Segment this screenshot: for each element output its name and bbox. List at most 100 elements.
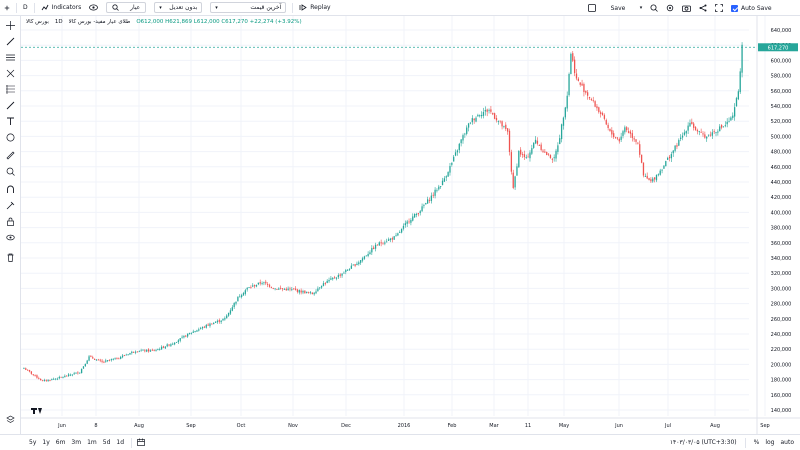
range-button-1m[interactable]: 1m (87, 439, 97, 446)
adjust-select[interactable]: ▾ بدون تعدیل (154, 2, 203, 13)
pitchfork-tool[interactable] (4, 68, 17, 79)
candle-body (200, 328, 202, 330)
candle-body (294, 288, 297, 290)
pencil-lock-icon (6, 201, 15, 210)
range-button-5y[interactable]: 5y (29, 439, 37, 446)
camera-icon (682, 5, 691, 12)
candle-body (116, 358, 118, 360)
hide-drawings-tool[interactable] (4, 232, 17, 243)
candle-body (54, 378, 57, 380)
candle-body (613, 133, 615, 137)
save-button[interactable]: Save (600, 0, 636, 16)
candle-body (107, 360, 109, 361)
range-button-5d[interactable]: 5d (102, 439, 111, 446)
price-chart[interactable]: 140,000 160,000 180,000 200,000 220,000 240,0… (21, 16, 800, 434)
candle-body (475, 117, 477, 122)
candle-body (700, 131, 702, 133)
fullscreen-button[interactable] (711, 0, 727, 16)
measure-tool[interactable] (4, 150, 17, 161)
templates-button[interactable] (85, 0, 102, 16)
zoom-in-icon (6, 167, 15, 176)
candle-body (412, 216, 414, 221)
x-tick-label: 8 (94, 423, 97, 429)
divider (744, 437, 746, 448)
interval-button[interactable]: D (23, 4, 28, 11)
auto-toggle[interactable]: auto (780, 439, 794, 446)
legend-symbol[interactable]: بورس کالا (26, 19, 49, 25)
candle-body (393, 236, 395, 240)
candle-body (283, 289, 286, 290)
candle-body (175, 342, 178, 343)
candle-body (131, 351, 133, 354)
candle-body (404, 223, 406, 226)
candle-body (387, 239, 390, 241)
brush-tool[interactable] (4, 100, 17, 111)
candle-body (162, 346, 165, 348)
range-button-6m[interactable]: 6m (55, 439, 66, 446)
goto-date-button[interactable] (134, 438, 148, 448)
candle-body (326, 280, 328, 284)
candle-body (428, 200, 431, 201)
gear-icon (666, 4, 674, 12)
price-type-label: آخرین قیمت (250, 4, 282, 11)
candle-body (185, 335, 187, 337)
candle-body (382, 243, 384, 245)
indicators-icon (41, 4, 49, 10)
candle-body (724, 125, 726, 127)
object-tree-tool[interactable] (4, 414, 17, 425)
autosave-toggle[interactable]: Auto Save (727, 0, 776, 16)
candle-body (607, 124, 609, 129)
indicators-button[interactable]: Indicators (37, 0, 86, 16)
trend-line-tool[interactable] (4, 36, 17, 47)
candle-body (544, 151, 546, 153)
replay-button[interactable]: Replay (295, 0, 334, 16)
percent-toggle[interactable]: % (753, 439, 760, 446)
magnet-tool[interactable] (4, 184, 17, 195)
stay-drawing-tool[interactable] (4, 200, 17, 211)
candle-body (322, 283, 325, 286)
lock-drawings-tool[interactable] (4, 216, 17, 227)
quick-search-button[interactable] (646, 0, 662, 16)
price-axis[interactable]: 140,000 160,000 180,000 200,000 220,000 240,0… (756, 16, 792, 434)
time-axis[interactable]: Jun 8 Aug Sep Oct Nov Dec 2016 Feb Mar 11 May Jun Jul… (21, 417, 800, 429)
candle-body (99, 359, 101, 361)
candle-body (451, 162, 453, 165)
candle-body (67, 374, 70, 377)
y-tick-label: 400,000 (771, 210, 792, 216)
zoom-tool[interactable] (4, 166, 17, 177)
candle-body (101, 360, 103, 362)
candle-body (348, 269, 351, 271)
log-toggle[interactable]: log (765, 439, 775, 446)
tradingview-logo[interactable] (31, 408, 42, 414)
emoji-tool[interactable] (4, 132, 17, 143)
candle-body (268, 284, 271, 287)
settings-button[interactable] (662, 0, 678, 16)
candle-body (36, 375, 38, 378)
candle-body (319, 287, 321, 289)
y-tick-label: 540,000 (771, 104, 792, 110)
camera-button[interactable] (678, 0, 695, 16)
candle-body (516, 166, 518, 176)
range-button-1d[interactable]: 1d (116, 439, 125, 446)
range-button-3m[interactable]: 3m (71, 439, 82, 446)
text-tool[interactable] (4, 116, 17, 127)
layout-icon (588, 4, 596, 12)
horizontal-lines-tool[interactable] (4, 52, 17, 63)
candle-body (549, 155, 552, 159)
crosshair-tool[interactable] (4, 20, 17, 31)
symbol-search-button[interactable] (0, 0, 14, 16)
fib-tool[interactable] (4, 84, 17, 95)
save-menu-button[interactable]: ▾ (636, 0, 646, 16)
candle-body (270, 287, 273, 288)
autosave-checkbox[interactable] (731, 4, 738, 12)
remove-drawings-tool[interactable] (4, 252, 17, 263)
share-button[interactable] (695, 0, 711, 16)
search-label: عیار (130, 4, 141, 11)
range-button-1y[interactable]: 1y (42, 439, 50, 446)
layout-button[interactable] (584, 0, 600, 16)
price-type-select[interactable]: ▾ آخرین قیمت (210, 2, 287, 13)
candle-body (722, 126, 725, 128)
datetime-label[interactable]: ۱۴۰۳/۰۳/۰۵ (UTC+3:30) (669, 439, 737, 446)
search-box[interactable]: عیار (106, 2, 147, 13)
candle-body (453, 156, 455, 162)
